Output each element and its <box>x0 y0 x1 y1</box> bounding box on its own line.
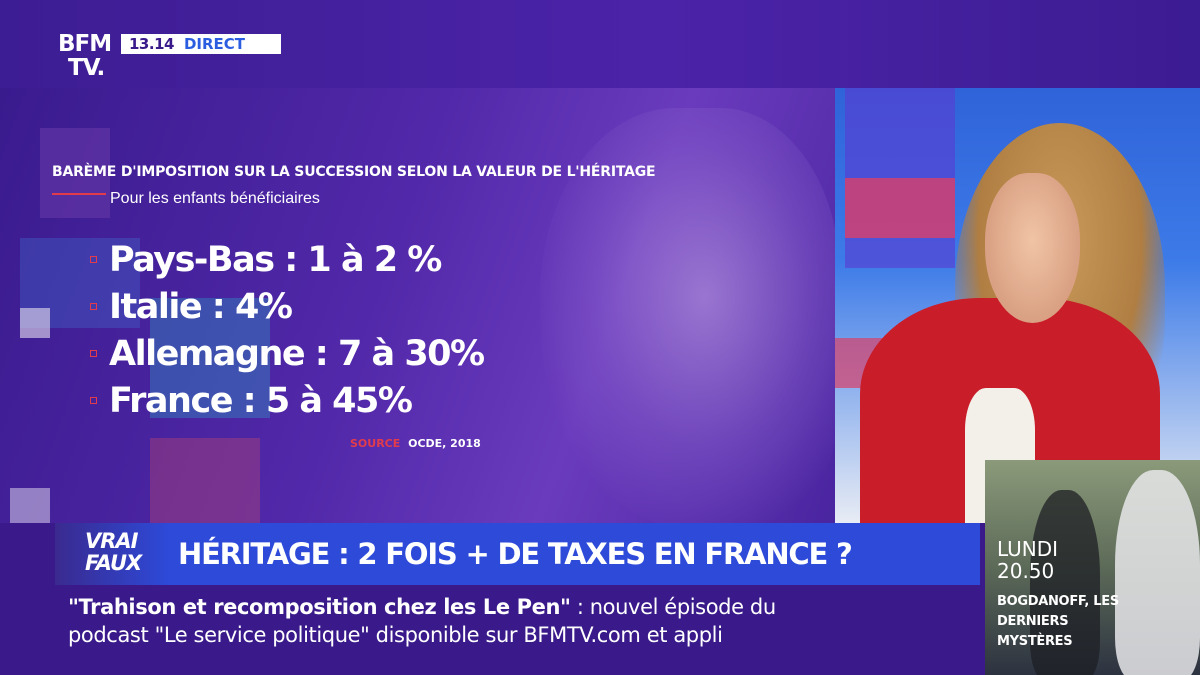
title-underline <box>52 193 106 195</box>
promo-hour: 20.50 <box>997 559 1055 583</box>
promo-person <box>1030 490 1100 675</box>
promo-day: LUNDI <box>997 537 1059 561</box>
studio-camera-view <box>835 88 1200 523</box>
square-bullet-icon <box>90 350 97 357</box>
decor-square <box>150 298 270 418</box>
tax-rate-list: Pays-Bas : 1 à 2 % Italie : 4% Allemagne… <box>90 236 485 424</box>
program-promo: LUNDI 20.50 BOGDANOFF, LES DERNIERS MYST… <box>985 460 1200 675</box>
logo-line-1: BFM <box>58 31 112 57</box>
list-item: France : 5 à 45% <box>90 377 484 424</box>
headline-band: VRAI FAUX HÉRITAGE : 2 FOIS + DE TAXES E… <box>55 523 980 585</box>
square-bullet-icon <box>90 256 97 263</box>
list-item: Allemagne : 7 à 30% <box>90 330 485 377</box>
list-item-label: Allemagne : 7 à 30% <box>109 333 485 374</box>
info-graphic-panel: BARÈME D'IMPOSITION SUR LA SUCCESSION SE… <box>0 88 835 523</box>
source-value: OCDE, 2018 <box>408 437 481 450</box>
logo-line-2: TV. <box>68 55 105 81</box>
list-item-label: Italie : 4% <box>109 286 293 327</box>
ticker-line-2: podcast "Le service politique" disponibl… <box>68 623 723 647</box>
promo-person <box>1115 470 1200 675</box>
live-indicator: 13.14 DIRECT <box>121 34 281 54</box>
tag-line-2: FAUX <box>85 551 142 575</box>
headline-text: HÉRITAGE : 2 FOIS + DE TAXES EN FRANCE ? <box>178 537 853 571</box>
decor-square <box>150 438 260 523</box>
decor-square <box>10 488 50 523</box>
marianne-silhouette <box>540 108 835 523</box>
ticker-line-1-rest: : nouvel épisode du <box>570 595 776 619</box>
promo-title: BOGDANOFF, LES DERNIERS MYSTÈRES <box>997 594 1119 649</box>
graphic-subtitle: Pour les enfants bénéficiaires <box>110 190 320 207</box>
tag-line-1: VRAI <box>85 529 138 553</box>
square-bullet-icon <box>90 397 97 404</box>
clock-time: 13.14 <box>129 35 174 53</box>
vrai-faux-tag: VRAI FAUX <box>55 523 170 585</box>
list-item: Italie : 4% <box>90 283 484 330</box>
source-note: SOURCE OCDE, 2018 <box>350 437 481 450</box>
bfmtv-logo: BFM TV. <box>58 32 120 84</box>
list-item-label: France : 5 à 45% <box>109 380 413 421</box>
square-bullet-icon <box>90 303 97 310</box>
list-item: Pays-Bas : 1 à 2 % <box>90 236 484 283</box>
presenter-face <box>985 173 1080 323</box>
ticker-quote: "Trahison et recomposition chez les Le P… <box>68 595 571 619</box>
decor-square <box>40 128 110 218</box>
promo-text: LUNDI 20.50 BOGDANOFF, LES DERNIERS MYST… <box>997 538 1147 652</box>
ticker-line-1: "Trahison et recomposition chez les Le P… <box>68 595 776 619</box>
live-label: DIRECT <box>183 35 246 53</box>
decor-square <box>20 308 50 338</box>
source-label: SOURCE <box>350 437 401 450</box>
studio-screen <box>845 178 955 238</box>
top-bar: BFM TV. 13.14 DIRECT <box>0 0 1200 88</box>
news-ticker: "Trahison et recomposition chez les Le P… <box>0 585 985 675</box>
graphic-title: BARÈME D'IMPOSITION SUR LA SUCCESSION SE… <box>52 164 656 180</box>
list-item-label: Pays-Bas : 1 à 2 % <box>109 239 442 280</box>
